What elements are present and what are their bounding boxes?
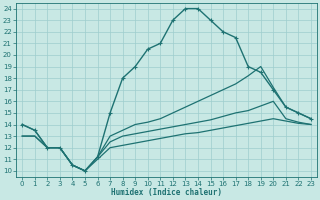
X-axis label: Humidex (Indice chaleur): Humidex (Indice chaleur) [111,188,222,197]
